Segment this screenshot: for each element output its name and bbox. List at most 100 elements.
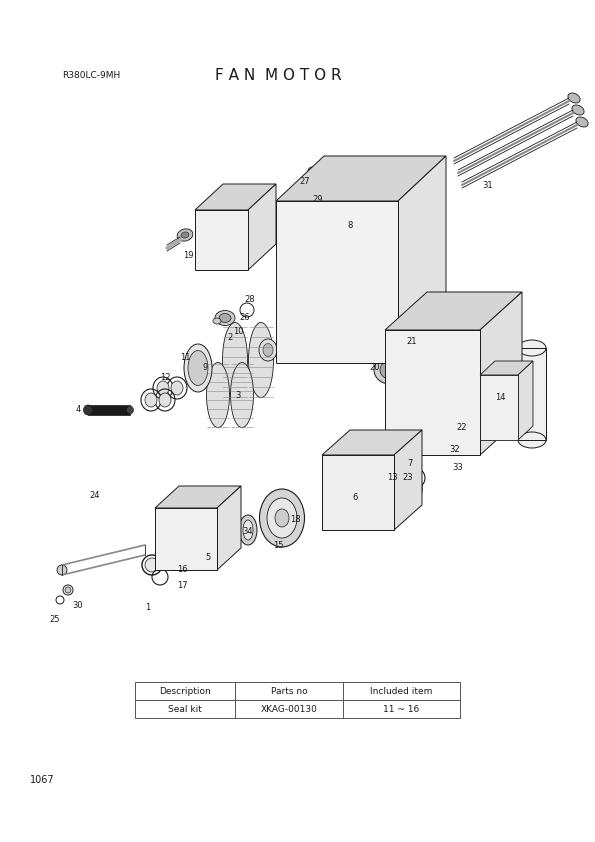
Ellipse shape: [568, 93, 580, 103]
Bar: [518, 348, 546, 440]
Ellipse shape: [321, 263, 331, 273]
Text: 22: 22: [457, 424, 467, 433]
Polygon shape: [322, 430, 422, 455]
Ellipse shape: [215, 311, 235, 326]
Polygon shape: [322, 455, 394, 530]
Text: 29: 29: [313, 195, 323, 205]
Polygon shape: [385, 292, 522, 330]
Ellipse shape: [340, 475, 375, 511]
Text: 18: 18: [290, 515, 300, 525]
Text: 4: 4: [76, 406, 81, 414]
Bar: [88, 405, 130, 415]
Ellipse shape: [367, 176, 374, 182]
Ellipse shape: [184, 344, 212, 392]
Text: 5: 5: [205, 553, 211, 562]
Text: 7: 7: [408, 459, 413, 467]
Polygon shape: [480, 361, 533, 375]
Text: 11: 11: [180, 354, 190, 363]
Text: 30: 30: [73, 600, 83, 610]
Text: 14: 14: [495, 393, 505, 402]
Ellipse shape: [339, 219, 357, 237]
Ellipse shape: [518, 340, 546, 356]
Text: 1: 1: [145, 604, 151, 612]
Text: Included item: Included item: [370, 686, 433, 695]
Polygon shape: [217, 486, 241, 570]
Ellipse shape: [466, 336, 474, 344]
Ellipse shape: [343, 223, 353, 233]
Text: 12: 12: [159, 374, 170, 382]
Text: XKAG-00130: XKAG-00130: [261, 705, 318, 713]
Text: 1067: 1067: [30, 775, 55, 785]
Text: 23: 23: [403, 473, 414, 482]
Polygon shape: [248, 184, 276, 270]
Ellipse shape: [188, 350, 208, 386]
Ellipse shape: [518, 432, 546, 448]
Ellipse shape: [406, 338, 430, 358]
Ellipse shape: [487, 387, 493, 392]
Ellipse shape: [308, 180, 317, 189]
Ellipse shape: [509, 402, 515, 408]
Ellipse shape: [506, 387, 511, 392]
Ellipse shape: [391, 336, 399, 344]
Ellipse shape: [205, 558, 212, 566]
Polygon shape: [195, 210, 248, 270]
Ellipse shape: [364, 173, 377, 185]
Text: 34: 34: [243, 527, 253, 536]
Ellipse shape: [321, 336, 331, 346]
Ellipse shape: [362, 259, 390, 305]
Ellipse shape: [406, 358, 458, 428]
Ellipse shape: [308, 167, 317, 179]
Polygon shape: [276, 156, 446, 201]
Polygon shape: [195, 184, 276, 210]
Polygon shape: [398, 156, 446, 363]
Text: 6: 6: [352, 493, 358, 503]
Ellipse shape: [171, 381, 183, 395]
Polygon shape: [155, 508, 217, 570]
Text: 24: 24: [90, 491, 100, 499]
Text: 11 ~ 16: 11 ~ 16: [383, 705, 419, 713]
Text: 17: 17: [177, 580, 187, 589]
Ellipse shape: [279, 339, 297, 361]
Ellipse shape: [259, 489, 305, 547]
Ellipse shape: [397, 348, 467, 438]
Ellipse shape: [65, 587, 71, 593]
Text: 28: 28: [245, 296, 255, 305]
Ellipse shape: [368, 268, 384, 296]
Ellipse shape: [172, 525, 200, 553]
Ellipse shape: [165, 518, 207, 560]
Ellipse shape: [421, 281, 433, 297]
Polygon shape: [276, 201, 398, 363]
Ellipse shape: [249, 322, 274, 397]
Ellipse shape: [295, 299, 313, 317]
Ellipse shape: [259, 339, 277, 361]
Ellipse shape: [223, 322, 248, 397]
Ellipse shape: [283, 344, 293, 356]
Text: 9: 9: [202, 364, 208, 372]
Ellipse shape: [576, 117, 588, 127]
Text: 20: 20: [369, 364, 380, 372]
Ellipse shape: [239, 515, 257, 545]
Text: 15: 15: [273, 541, 283, 550]
Ellipse shape: [424, 285, 430, 294]
Text: 10: 10: [233, 328, 243, 337]
Text: Description: Description: [159, 686, 211, 695]
Ellipse shape: [317, 259, 335, 277]
Ellipse shape: [57, 565, 67, 575]
Ellipse shape: [301, 223, 311, 233]
Ellipse shape: [339, 299, 357, 317]
Polygon shape: [480, 292, 522, 455]
Ellipse shape: [421, 225, 433, 241]
Polygon shape: [155, 486, 241, 508]
Bar: [135, 682, 460, 718]
Ellipse shape: [275, 509, 289, 527]
Ellipse shape: [390, 365, 400, 375]
Ellipse shape: [157, 381, 169, 395]
Text: 8: 8: [347, 221, 353, 230]
Bar: [518, 348, 546, 440]
Ellipse shape: [83, 405, 92, 415]
Polygon shape: [518, 361, 533, 440]
Ellipse shape: [297, 219, 315, 237]
Text: 33: 33: [453, 463, 464, 472]
Text: 26: 26: [240, 313, 250, 322]
Ellipse shape: [299, 303, 309, 313]
